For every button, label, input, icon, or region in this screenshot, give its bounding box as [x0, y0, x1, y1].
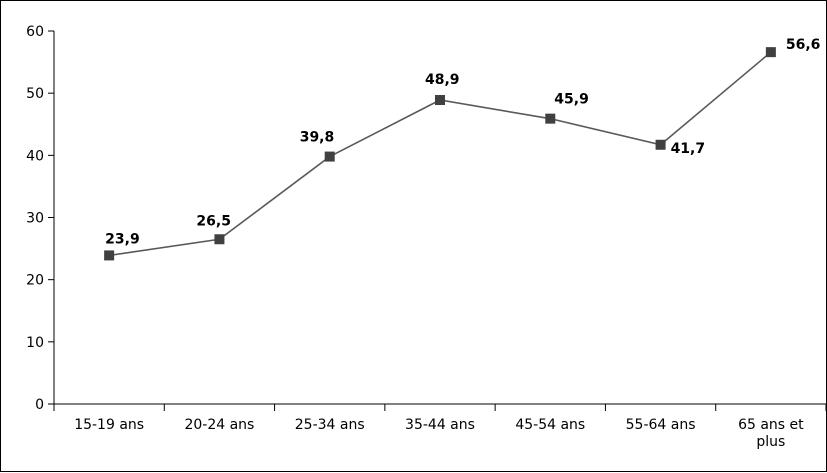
y-tick-label: 20: [26, 273, 44, 289]
y-tick-label: 50: [26, 86, 44, 102]
data-point: [214, 234, 225, 245]
data-label: 23,9: [105, 231, 140, 247]
x-tick-label: 35-44 ans: [405, 417, 475, 433]
data-point: [435, 95, 445, 106]
data-labels: 23,9 26,5 39,8 48,9 45,9 41,7 56,6: [105, 37, 820, 247]
data-label: 26,5: [196, 213, 231, 229]
x-tick-label: 25-34 ans: [295, 417, 365, 433]
x-tick-label: 65 ans et plus: [738, 417, 804, 450]
data-label: 45,9: [554, 92, 589, 108]
x-axis-ticks: 15-19 ans 20-24 ans 25-34 ans 35-44 ans 45-5…: [53, 404, 827, 450]
data-label: 48,9: [425, 72, 460, 88]
data-point: [655, 139, 666, 150]
y-tick-label: 60: [26, 24, 44, 40]
data-point: [104, 250, 115, 261]
data-point: [765, 47, 776, 58]
x-tick-label: 55-64 ans: [626, 417, 696, 433]
y-tick-label: 0: [35, 397, 44, 413]
data-label: 41,7: [671, 141, 706, 157]
data-points: [104, 47, 776, 261]
data-label: 56,6: [786, 37, 821, 53]
x-tick-label: 15-19 ans: [74, 417, 144, 433]
y-tick-label: 30: [26, 211, 44, 227]
x-tick-label: 45-54 ans: [515, 417, 585, 433]
data-point: [545, 113, 556, 124]
x-tick-label: 20-24 ans: [184, 417, 254, 433]
y-tick-label: 40: [26, 148, 44, 164]
y-axis-ticks: 0 10 20 30 40 50 60: [26, 24, 54, 413]
data-label: 39,8: [300, 130, 335, 146]
data-point: [324, 151, 335, 162]
y-tick-label: 10: [26, 335, 44, 351]
